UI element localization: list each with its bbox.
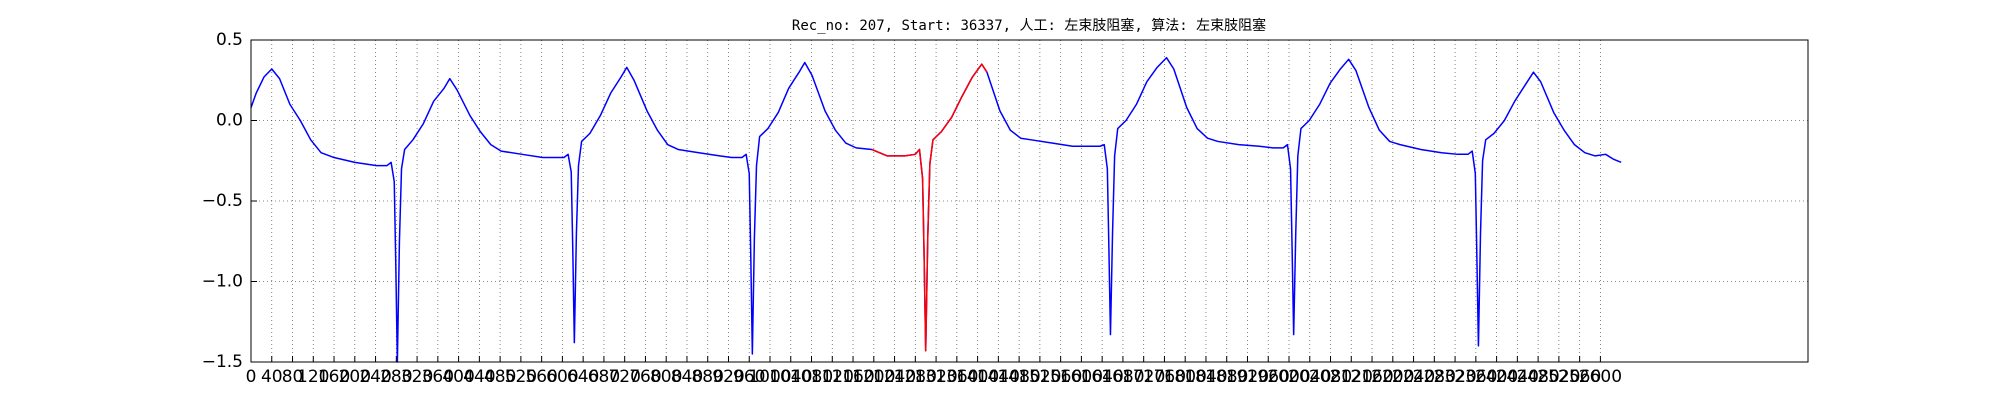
x-tick-label: 1680 [1101,367,1144,387]
x-tick-label: 1240 [873,367,916,387]
series-line [871,63,988,352]
x-tick-label: 80 [282,367,304,387]
x-tick-label: 40 [261,367,283,387]
x-tick-label: 2480 [1516,367,1559,387]
x-tick-label: 680 [588,367,620,387]
x-tick-label: 560 [525,367,557,387]
x-tick-label: 480 [484,367,516,387]
x-tick-label: 1280 [894,367,937,387]
x-tick-label: 2360 [1454,367,1497,387]
x-tick-label: 920 [712,367,744,387]
x-tick-label: 840 [671,367,703,387]
x-tick-label: 2040 [1288,367,1331,387]
x-tick-label: 1560 [1039,367,1082,387]
x-tick-label: 1800 [1164,367,1207,387]
y-tick-label: −1.0 [202,272,243,292]
x-tick-label: 600 [546,367,578,387]
x-tick-label: 760 [629,367,661,387]
x-tick-label: 1200 [852,367,895,387]
x-tick-label: 1400 [956,367,999,387]
y-tick-label: −0.5 [202,191,243,211]
x-tick-label: 2280 [1413,367,1456,387]
x-tick-label: 2440 [1496,367,1539,387]
x-tick-label: 2600 [1579,367,1622,387]
plot-frame [250,39,1809,363]
x-tick-label: 1920 [1226,367,1269,387]
x-tick-label: 2160 [1350,367,1393,387]
x-tick-label: 1040 [769,367,812,387]
x-tick-label: 360 [422,367,454,387]
x-tick-label: 1000 [748,367,791,387]
x-tick-label: 1760 [1143,367,1186,387]
x-tick-label: 1080 [790,367,833,387]
x-tick-label: 1120 [811,367,854,387]
x-tick-label: 520 [505,367,537,387]
x-tick-label: 880 [691,367,723,387]
x-tick-label: 2240 [1392,367,1435,387]
x-tick-label: 2200 [1371,367,1414,387]
x-tick-label: 120 [297,367,329,387]
x-tick-label: 1520 [1018,367,1061,387]
chart-title: Rec_no: 207, Start: 36337, 人工: 左束肢阻塞, 算法… [792,17,1266,34]
x-tick-label: 2000 [1267,367,1310,387]
x-tick-label: 320 [401,367,433,387]
x-tick-label: 2560 [1558,367,1601,387]
x-tick-label: 720 [608,367,640,387]
x-tick-label: 400 [442,367,474,387]
x-tick-label: 280 [380,367,412,387]
x-tick-label: 240 [359,367,391,387]
y-tick-label: 0.5 [216,30,243,50]
x-tick-label: 200 [339,367,371,387]
x-tick-label: 1840 [1184,367,1227,387]
x-tick-label: 2320 [1433,367,1476,387]
x-tick-label: 0 [246,367,257,387]
x-tick-label: 2400 [1475,367,1518,387]
x-tick-label: 2520 [1537,367,1580,387]
x-tick-label: 1720 [1122,367,1165,387]
x-tick-label: 960 [733,367,765,387]
x-tick-label: 2120 [1330,367,1373,387]
x-tick-label: 800 [650,367,682,387]
x-tick-label: 1320 [914,367,957,387]
x-tick-label: 2080 [1309,367,1352,387]
x-tick-label: 1480 [997,367,1040,387]
y-tick-label: 0.0 [216,111,243,131]
x-tick-label: 1880 [1205,367,1248,387]
x-tick-label: 1600 [1060,367,1103,387]
x-tick-label: 640 [567,367,599,387]
x-tick-label: 440 [463,367,495,387]
x-tick-label: 1640 [1081,367,1124,387]
x-tick-label: 1360 [935,367,978,387]
x-tick-label: 1160 [831,367,874,387]
x-tick-label: 160 [318,367,350,387]
x-tick-label: 1960 [1247,367,1290,387]
x-tick-label: 1440 [977,367,1020,387]
y-tick-label: −1.5 [202,352,243,372]
